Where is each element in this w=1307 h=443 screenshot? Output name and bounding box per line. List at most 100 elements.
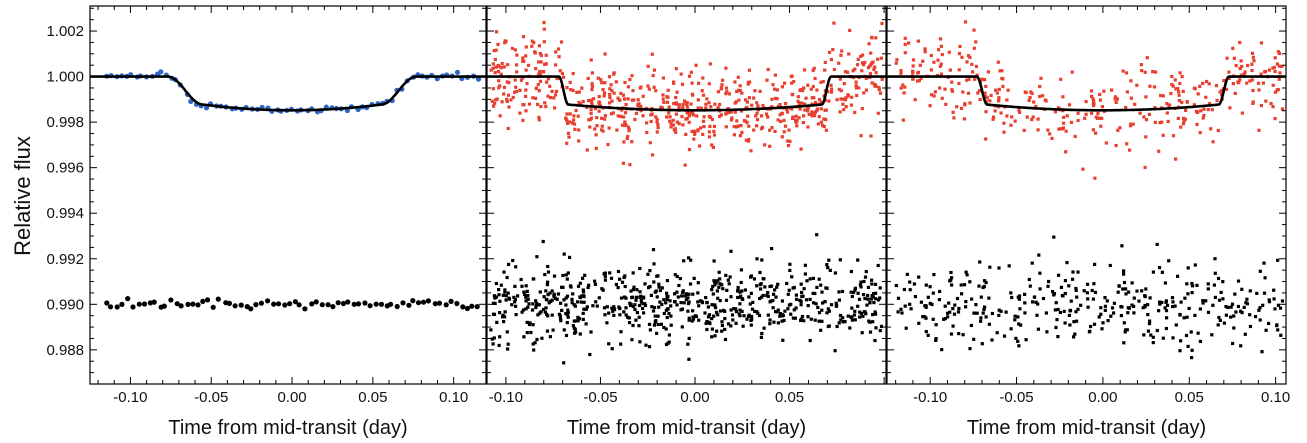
light-curve-point bbox=[489, 68, 493, 72]
residuals-point bbox=[1201, 301, 1205, 305]
residuals-point bbox=[669, 304, 673, 308]
residuals-point bbox=[1264, 328, 1268, 332]
residuals-point bbox=[812, 301, 816, 305]
residuals-point bbox=[1100, 327, 1104, 331]
residuals-point bbox=[686, 296, 690, 300]
x-tick-label: 0.00 bbox=[277, 389, 306, 406]
light-curve-point bbox=[1135, 83, 1139, 87]
residuals-point bbox=[1240, 287, 1244, 291]
residuals-point bbox=[1124, 292, 1128, 296]
light-curve-point bbox=[932, 94, 936, 98]
x-tick-label: -0.10 bbox=[913, 389, 947, 406]
light-curve-point bbox=[1222, 79, 1226, 83]
residuals-point bbox=[732, 307, 736, 311]
residuals-point bbox=[560, 308, 564, 312]
plot-area bbox=[90, 69, 486, 312]
light-curve-point bbox=[1171, 84, 1175, 88]
residuals-point bbox=[546, 264, 550, 269]
light-curve-point bbox=[542, 40, 546, 44]
residuals-point bbox=[802, 319, 806, 323]
light-curve-point bbox=[597, 109, 601, 113]
residuals-point bbox=[639, 294, 643, 298]
residuals-point bbox=[1204, 299, 1208, 303]
light-curve-point bbox=[519, 78, 523, 82]
light-curve-point bbox=[1251, 101, 1255, 105]
residuals-point bbox=[649, 293, 653, 297]
light-curve-point bbox=[677, 106, 681, 110]
light-curve-point bbox=[533, 51, 537, 55]
residuals-point bbox=[550, 298, 554, 302]
residuals-point bbox=[287, 301, 293, 307]
residuals-point bbox=[1122, 280, 1127, 285]
light-curve-point bbox=[783, 81, 787, 85]
light-curve-point bbox=[1252, 59, 1256, 63]
light-curve-point bbox=[1174, 157, 1178, 161]
light-curve-point bbox=[1034, 104, 1038, 109]
axes-frame bbox=[886, 5, 1287, 385]
residuals-point bbox=[494, 281, 498, 286]
residuals-point bbox=[1149, 333, 1153, 337]
residuals-point bbox=[136, 301, 142, 307]
light-curve-point bbox=[608, 93, 612, 97]
light-curve-point bbox=[860, 69, 864, 73]
residuals-point bbox=[711, 284, 715, 289]
light-curve-point bbox=[973, 77, 977, 81]
light-curve-point bbox=[589, 98, 593, 102]
residuals-point bbox=[696, 300, 700, 304]
residuals-point bbox=[1009, 327, 1013, 331]
light-curve-point bbox=[708, 124, 712, 128]
light-curve-point bbox=[654, 115, 658, 119]
light-curve-point bbox=[1104, 141, 1108, 145]
light-curve-point bbox=[791, 115, 795, 119]
light-curve-point bbox=[1208, 102, 1212, 106]
light-curve-point bbox=[1257, 128, 1261, 132]
light-curve-point bbox=[668, 119, 672, 123]
light-curve-point bbox=[616, 114, 620, 118]
light-curve-point bbox=[571, 71, 575, 76]
light-curve-point bbox=[854, 86, 858, 90]
light-curve-point bbox=[1067, 103, 1072, 107]
light-curve-point bbox=[827, 50, 832, 54]
light-curve-point bbox=[1018, 110, 1022, 114]
residuals-point bbox=[1178, 349, 1182, 353]
residuals-point bbox=[749, 291, 753, 295]
residuals-point bbox=[740, 309, 744, 313]
residuals-point bbox=[652, 262, 656, 266]
residuals-point bbox=[584, 307, 588, 311]
residuals-point bbox=[716, 279, 720, 283]
light-curve-point bbox=[1277, 64, 1281, 68]
light-curve-point bbox=[963, 103, 967, 107]
residuals-point bbox=[794, 297, 799, 301]
light-curve-point bbox=[732, 133, 736, 137]
light-curve-point bbox=[1129, 79, 1133, 83]
light-curve-point bbox=[589, 108, 593, 112]
light-curve-point bbox=[876, 57, 880, 61]
residuals-point bbox=[870, 278, 874, 282]
residuals-point bbox=[534, 304, 538, 308]
residuals-point bbox=[738, 302, 742, 306]
residuals-point bbox=[930, 302, 934, 307]
residuals-point bbox=[940, 348, 944, 352]
light-curve-point bbox=[1181, 122, 1186, 126]
residuals-point bbox=[265, 298, 271, 304]
light-curve-point bbox=[646, 64, 650, 68]
light-curve-point bbox=[496, 69, 501, 74]
plot-area bbox=[887, 20, 1286, 360]
light-curve-point bbox=[782, 130, 786, 134]
residuals-point bbox=[729, 295, 733, 299]
light-curve-point bbox=[899, 69, 903, 73]
residuals-point bbox=[968, 347, 972, 351]
light-curve-point bbox=[704, 102, 708, 106]
light-curve-point bbox=[1239, 73, 1243, 77]
light-curve-point bbox=[1154, 70, 1158, 74]
residuals-point bbox=[302, 306, 308, 312]
light-curve-point bbox=[813, 110, 817, 114]
light-curve-point bbox=[943, 87, 947, 91]
light-curve-point bbox=[542, 21, 546, 25]
residuals-point bbox=[1117, 284, 1121, 288]
light-curve-point bbox=[1124, 71, 1129, 75]
light-curve-point bbox=[719, 113, 723, 117]
light-curve-point bbox=[877, 86, 881, 90]
light-curve-point bbox=[1010, 115, 1014, 119]
